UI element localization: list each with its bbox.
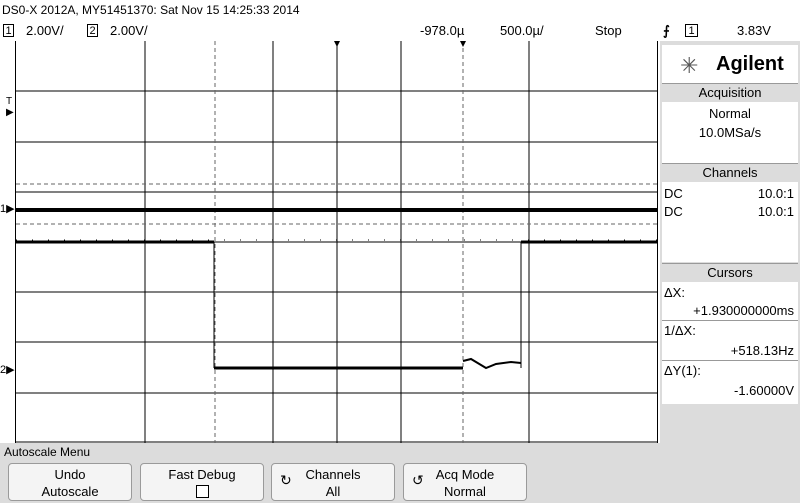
ch1-trace [16, 208, 657, 370]
cursors-box: ΔX: +1.930000000ms 1/ΔX: +518.13Hz ΔY(1)… [662, 282, 798, 404]
ch1-ground-marker: 1▶ [0, 203, 15, 215]
cursor-dx-label: ΔX: [664, 285, 685, 300]
channels-title: Channels [662, 163, 798, 182]
ch1-scale: 2.00V/ [26, 23, 64, 38]
trigger-source[interactable]: 1 [685, 24, 698, 37]
ch2-ground-marker: 2▶ [0, 364, 15, 376]
cursors-title: Cursors [662, 263, 798, 282]
menu-title: Autoscale Menu [0, 443, 800, 461]
agilent-spark-icon: ✳ [680, 53, 699, 78]
window-title: DS0-X 2012A, MY51451370: Sat Nov 15 14:2… [0, 0, 800, 21]
cursor-inv-value: +518.13Hz [730, 343, 794, 358]
side-panel: ✳ Agilent Acquisition Normal 10.0MSa/s C… [660, 41, 800, 443]
run-state: Stop [595, 23, 622, 38]
acquisition-box: Normal 10.0MSa/s [662, 102, 798, 164]
acq-mode-button[interactable]: ↺ Acq Mode Normal [403, 463, 527, 501]
cursor-inv-label: 1/ΔX: [664, 323, 696, 338]
trigger-edge-icon: ⨍ [663, 23, 670, 38]
trigger-level-marker: T ▶ [6, 96, 14, 118]
acquisition-mode: Normal [709, 106, 751, 121]
fast-debug-button[interactable]: Fast Debug [140, 463, 264, 501]
ch2-indicator[interactable]: 2 [87, 24, 98, 37]
time-offset: -978.0µ [420, 23, 465, 38]
channel-row: DC 10.0:1 [664, 204, 794, 219]
cursor-dy-value: -1.60000V [734, 383, 794, 398]
brand-logo: ✳ Agilent [662, 45, 798, 85]
ch2-scale: 2.00V/ [110, 23, 148, 38]
cursor-dy-label: ΔY(1): [664, 363, 701, 378]
channels-button[interactable]: ↻ Channels All [271, 463, 395, 501]
sample-rate: 10.0MSa/s [698, 125, 762, 140]
fast-debug-checkbox[interactable] [195, 485, 209, 498]
ch1-indicator[interactable]: 1 [3, 24, 14, 37]
time-scale: 500.0µ/ [500, 23, 544, 38]
grid-lines [16, 41, 657, 443]
acquisition-title: Acquisition [662, 83, 798, 102]
cursor-dx-value: +1.930000000ms [693, 303, 794, 318]
channels-box: DC 10.0:1 DC 10.0:1 [662, 182, 798, 262]
channel-row: DC 10.0:1 [664, 186, 794, 201]
waveform-display[interactable] [15, 41, 658, 443]
rotate-knob-icon: ↻ [280, 472, 292, 488]
undo-autoscale-button[interactable]: Undo Autoscale [8, 463, 132, 501]
rotate-knob-icon: ↺ [412, 472, 424, 488]
trigger-level: 3.83V [737, 23, 771, 38]
status-bar: 1 2.00V/ 2 2.00V/ -978.0µ 500.0µ/ Stop ⨍… [0, 21, 800, 41]
cursor-lines [16, 41, 657, 443]
waveform-graticule [16, 41, 657, 443]
softkey-menu: Undo Autoscale Fast Debug ↻ Channels All… [0, 461, 800, 503]
